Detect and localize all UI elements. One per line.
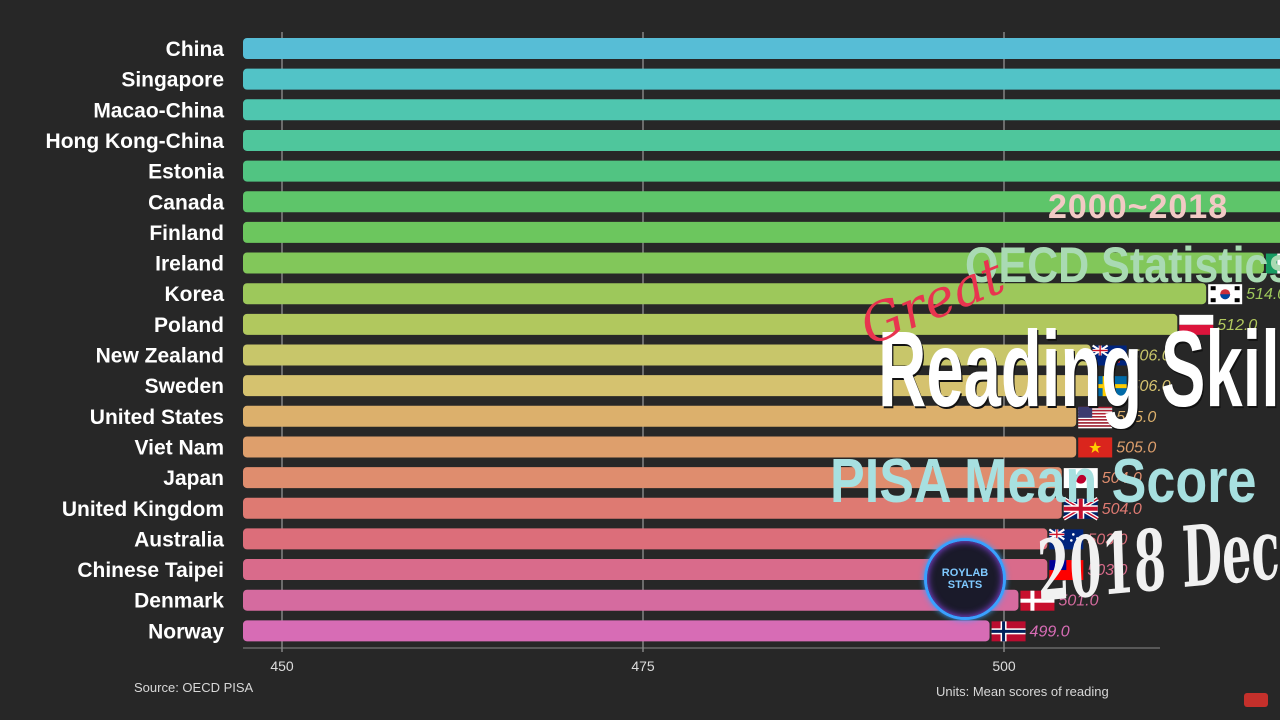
value-label: 503.0 xyxy=(1087,531,1127,548)
country-label: Japan xyxy=(163,467,224,490)
value-label: 504.0 xyxy=(1102,470,1142,487)
value-label: 503.0 xyxy=(1087,562,1127,579)
value-label: 505.0 xyxy=(1116,409,1156,426)
country-label: Macao-China xyxy=(93,99,224,122)
bar xyxy=(243,313,1178,335)
poland-flag xyxy=(1179,314,1214,335)
ireland-flag xyxy=(1265,253,1280,274)
country-label: United States xyxy=(90,406,224,429)
bar xyxy=(243,221,1280,243)
bar xyxy=(243,344,1091,366)
bar xyxy=(243,252,1264,274)
country-label: Norway xyxy=(148,620,224,643)
denmark-flag xyxy=(1020,590,1055,611)
bar xyxy=(243,528,1048,550)
bar xyxy=(243,38,1280,59)
country-label: Canada xyxy=(148,191,224,214)
bar xyxy=(243,467,1062,489)
sweden-flag xyxy=(1092,376,1127,397)
main-title: Reading Skill xyxy=(878,308,1280,429)
bar xyxy=(243,620,990,642)
value-label: 499.0 xyxy=(1030,623,1070,640)
bar xyxy=(243,160,1280,182)
roylab-logo: ROYLAB STATS xyxy=(924,538,1006,620)
bar xyxy=(243,68,1280,90)
value-label: 514.0 xyxy=(1246,286,1280,303)
country-label: Sweden xyxy=(145,375,224,398)
units-note: Units: Mean scores of reading xyxy=(936,684,1109,699)
country-label: Ireland xyxy=(155,253,224,276)
bar xyxy=(243,129,1280,151)
viet-nam-flag xyxy=(1078,437,1113,458)
value-label: 512.0 xyxy=(1217,317,1257,334)
bar xyxy=(243,436,1077,458)
country-label: Poland xyxy=(154,314,224,337)
new-zealand-flag xyxy=(1092,344,1127,366)
chinese-taipei-flag xyxy=(1049,560,1084,581)
country-label: Singapore xyxy=(121,69,224,92)
x-tick-label: 500 xyxy=(992,658,1016,674)
country-label: United Kingdom xyxy=(62,498,224,521)
logo-text: ROYLAB STATS xyxy=(941,567,989,591)
bar xyxy=(243,99,1280,121)
x-tick-label: 450 xyxy=(270,658,294,674)
bar xyxy=(243,589,1019,611)
value-label: 505.0 xyxy=(1116,439,1156,456)
bar xyxy=(243,559,1048,581)
country-label: Finland xyxy=(149,222,224,245)
country-label: Australia xyxy=(134,528,224,551)
united-states-flag xyxy=(1078,406,1113,429)
value-label: 504.0 xyxy=(1102,501,1142,518)
bar xyxy=(243,375,1091,397)
korea-flag xyxy=(1208,284,1243,305)
source-note: Source: OECD PISA xyxy=(134,680,254,695)
country-label: Chinese Taipei xyxy=(77,559,224,582)
bar xyxy=(243,497,1062,519)
period-label: 2000~2018 xyxy=(1048,188,1229,226)
country-label: China xyxy=(166,38,225,61)
country-label: Denmark xyxy=(134,590,224,613)
japan-flag xyxy=(1063,468,1098,489)
value-label: 501.0 xyxy=(1058,593,1098,610)
subscribe-icon[interactable] xyxy=(1244,693,1268,707)
country-label: Hong Kong-China xyxy=(46,130,225,153)
australia-flag xyxy=(1048,528,1084,550)
subtitle: PISA Mean Score xyxy=(830,447,1257,516)
value-label: 506.0 xyxy=(1131,378,1171,395)
x-tick-label: 475 xyxy=(631,658,655,674)
country-label: Estonia xyxy=(148,161,224,184)
country-label: New Zealand xyxy=(96,345,224,368)
source-title: OECD Statistics xyxy=(965,237,1280,293)
value-label: 506.0 xyxy=(1131,348,1171,365)
country-label: Viet Nam xyxy=(135,436,225,459)
norway-flag xyxy=(991,621,1026,642)
bar xyxy=(243,191,1280,213)
bar xyxy=(243,405,1077,427)
country-label: Korea xyxy=(164,283,224,306)
united-kingdom-flag xyxy=(1062,497,1099,521)
bar xyxy=(243,283,1207,305)
